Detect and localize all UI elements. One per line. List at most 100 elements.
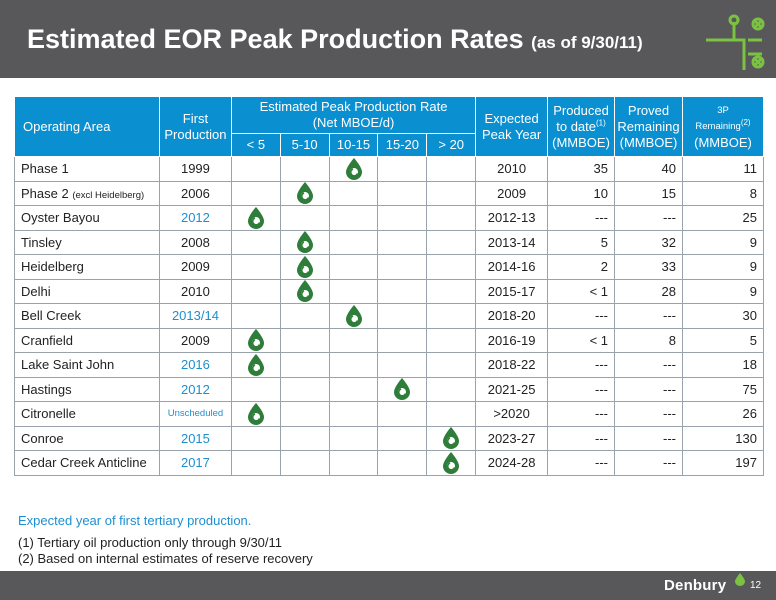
footer-bar xyxy=(0,571,776,600)
cell-first-production: 2012 xyxy=(158,376,232,402)
cell-first-production: 2009 xyxy=(158,327,232,353)
oil-drop-icon xyxy=(378,378,426,401)
title-date: (as of 9/30/11) xyxy=(531,33,643,52)
cell-produced: < 1 xyxy=(547,278,616,304)
cell-area: Conroe xyxy=(14,425,160,451)
col-proved-remaining: Proved Remaining (MMBOE) xyxy=(614,96,683,157)
cell-rate-range xyxy=(426,352,477,378)
cell-proved: --- xyxy=(614,376,683,402)
cell-3p: 26 xyxy=(682,401,764,427)
cell-produced: 5 xyxy=(547,229,616,255)
cell-rate-range xyxy=(230,229,281,255)
cell-3p: 25 xyxy=(682,205,764,231)
cell-proved: 40 xyxy=(614,156,683,182)
cell-area: Citronelle xyxy=(14,401,160,427)
cell-rate-range xyxy=(328,254,379,280)
cell-rate-range xyxy=(426,278,477,304)
cell-peak-year: 2021-25 xyxy=(475,376,549,402)
table-subheader-row: < 5 5-10 10-15 15-20 > 20 xyxy=(15,133,764,157)
cell-peak-year: 2009 xyxy=(475,180,549,206)
cell-3p: 130 xyxy=(682,425,764,451)
brand-drop-icon xyxy=(735,573,745,586)
cell-first-production: Unscheduled xyxy=(158,401,232,427)
cell-area: Cedar Creek Anticline xyxy=(14,450,160,476)
footnote-1: (1) Tertiary oil production only through… xyxy=(18,535,283,550)
cell-proved: --- xyxy=(614,303,683,329)
cell-area: Cranfield xyxy=(14,327,160,353)
cell-rate-range xyxy=(230,278,281,304)
cell-proved: 32 xyxy=(614,229,683,255)
table-header-row: Operating Area First Production Estimate… xyxy=(14,96,764,157)
cell-area: Heidelberg xyxy=(14,254,160,280)
cell-rate-range xyxy=(328,156,379,182)
cell-rate-range xyxy=(230,401,281,427)
cell-first-production: 2015 xyxy=(158,425,232,451)
table-row: Hastings 2012 2021-25 --- --- 75 xyxy=(14,376,764,402)
cell-rate-range xyxy=(230,303,281,329)
cell-first-production: 2016 xyxy=(158,352,232,378)
cell-rate-range xyxy=(377,254,428,280)
col-range-gt20: > 20 xyxy=(426,133,477,157)
oil-drop-icon xyxy=(281,231,329,254)
cell-3p: 11 xyxy=(682,156,764,182)
oil-drop-icon xyxy=(281,255,329,278)
cell-3p: 9 xyxy=(682,278,764,304)
cell-proved: 33 xyxy=(614,254,683,280)
cell-3p: 8 xyxy=(682,180,764,206)
cell-rate-range xyxy=(230,205,281,231)
col-range-15-20: 15-20 xyxy=(377,133,428,157)
col-operating-area: Operating Area xyxy=(14,96,160,157)
cell-rate-range xyxy=(230,352,281,378)
cell-first-production: 2006 xyxy=(158,180,232,206)
col-first-production: First Production xyxy=(158,96,232,157)
col-range-5-10: 5-10 xyxy=(279,133,330,157)
cell-rate-range xyxy=(328,303,379,329)
cell-rate-range xyxy=(426,229,477,255)
cell-rate-range xyxy=(279,425,330,451)
cell-produced: --- xyxy=(547,425,616,451)
table-row: Tinsley 2008 2013-14 5 32 9 xyxy=(14,229,764,255)
cell-rate-range xyxy=(230,327,281,353)
cell-peak-year: 2015-17 xyxy=(475,278,549,304)
cell-rate-range xyxy=(279,278,330,304)
cell-rate-range xyxy=(279,156,330,182)
oil-drop-icon xyxy=(427,427,475,450)
cell-area: Delhi xyxy=(14,278,160,304)
cell-produced: 10 xyxy=(547,180,616,206)
cell-produced: --- xyxy=(547,401,616,427)
cell-rate-range xyxy=(328,229,379,255)
cell-3p: 9 xyxy=(682,254,764,280)
cell-rate-range xyxy=(426,180,477,206)
cell-3p: 5 xyxy=(682,327,764,353)
cell-3p: 30 xyxy=(682,303,764,329)
cell-rate-range xyxy=(426,205,477,231)
cell-rate-range xyxy=(426,327,477,353)
col-expected-peak-year: Expected Peak Year xyxy=(475,96,549,157)
cell-rate-range xyxy=(377,376,428,402)
cell-area: Phase 1 xyxy=(14,156,160,182)
table-row: Citronelle Unscheduled >2020 --- --- 26 xyxy=(14,401,764,427)
cell-3p: 9 xyxy=(682,229,764,255)
cell-rate-range xyxy=(230,254,281,280)
oil-drop-icon xyxy=(232,353,280,376)
cell-proved: 28 xyxy=(614,278,683,304)
cell-first-production: 2013/14 xyxy=(158,303,232,329)
oil-drop-icon xyxy=(232,206,280,229)
cell-proved: --- xyxy=(614,425,683,451)
cell-produced: --- xyxy=(547,205,616,231)
cell-area: Tinsley xyxy=(14,229,160,255)
cell-proved: --- xyxy=(614,352,683,378)
footnote-2: (2) Based on internal estimates of reser… xyxy=(18,551,313,566)
cell-produced: --- xyxy=(547,352,616,378)
cell-rate-range xyxy=(426,425,477,451)
cell-peak-year: 2013-14 xyxy=(475,229,549,255)
cell-rate-range xyxy=(328,352,379,378)
cell-rate-range xyxy=(377,303,428,329)
table-row: Phase 1 1999 2010 35 40 11 xyxy=(14,156,764,182)
cell-rate-range xyxy=(377,205,428,231)
cell-peak-year: 2010 xyxy=(475,156,549,182)
col-produced-to-date: Produced to date(1) (MMBOE) xyxy=(547,96,616,157)
page-title: Estimated EOR Peak Production Rates (as … xyxy=(27,24,643,55)
cell-first-production: 1999 xyxy=(158,156,232,182)
cell-rate-range xyxy=(230,450,281,476)
